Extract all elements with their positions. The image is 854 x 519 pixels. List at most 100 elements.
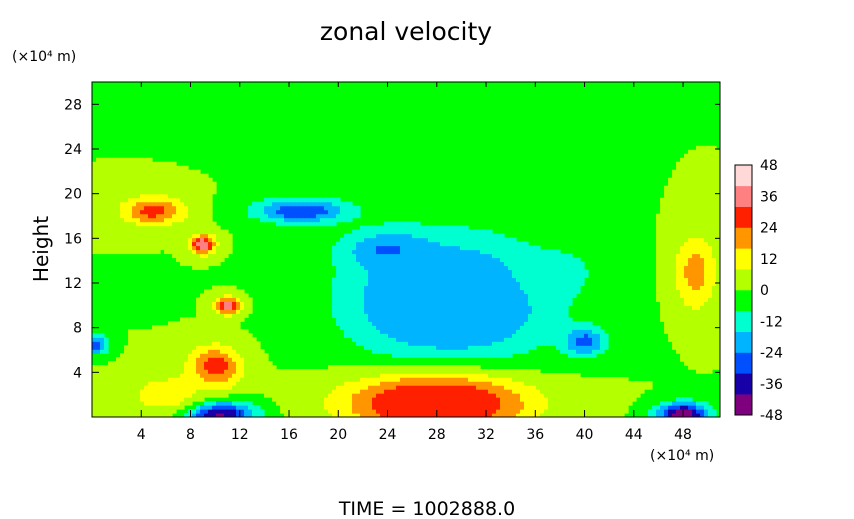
heatmap-cell (172, 249, 177, 255)
heatmap-cell (412, 377, 417, 382)
heatmap-cell (412, 317, 417, 322)
heatmap-cell (208, 329, 213, 334)
heatmap-cell (220, 293, 225, 298)
heatmap-cell (160, 373, 165, 378)
heatmap-cell (484, 293, 489, 298)
heatmap-cell (600, 329, 605, 334)
heatmap-cell (92, 373, 97, 378)
heatmap-cell (428, 325, 433, 330)
heatmap-cell (448, 237, 453, 243)
heatmap-cell (196, 261, 201, 267)
heatmap-cell (556, 325, 561, 330)
heatmap-cell (680, 357, 685, 362)
heatmap-cell (404, 349, 409, 354)
heatmap-cell (452, 313, 457, 318)
heatmap-cell (504, 389, 509, 394)
heatmap-cell (332, 253, 337, 259)
heatmap-cell (196, 325, 201, 330)
heatmap-cell (336, 289, 341, 294)
heatmap-cell (288, 221, 293, 227)
heatmap-cell (508, 401, 513, 406)
heatmap-cell (308, 397, 313, 402)
heatmap-cell (584, 401, 589, 406)
heatmap-cell (448, 409, 453, 414)
heatmap-cell (384, 293, 389, 298)
heatmap-cell (388, 249, 393, 255)
heatmap-cell (228, 353, 233, 358)
heatmap-cell (484, 385, 489, 390)
heatmap-cell (516, 405, 521, 410)
heatmap-cell (232, 305, 237, 310)
heatmap-cell (332, 285, 337, 290)
heatmap-cell (560, 333, 565, 338)
heatmap-cell (400, 385, 405, 390)
heatmap-cell (404, 265, 409, 271)
heatmap-cell (576, 397, 581, 402)
heatmap-cell (712, 297, 717, 302)
heatmap-cell (488, 333, 493, 338)
heatmap-cell (428, 393, 433, 398)
heatmap-cell (568, 253, 573, 259)
heatmap-cell (456, 265, 461, 271)
heatmap-cell (692, 341, 697, 346)
heatmap-cell (128, 365, 133, 370)
heatmap-cell (448, 253, 453, 259)
heatmap-cell (660, 317, 665, 322)
heatmap-cell (588, 377, 593, 382)
heatmap-cell (364, 321, 369, 326)
heatmap-cell (236, 337, 241, 342)
heatmap-cell (524, 409, 529, 414)
heatmap-cell (200, 389, 205, 394)
heatmap-cell (492, 397, 497, 402)
heatmap-cell (584, 393, 589, 398)
heatmap-cell (484, 313, 489, 318)
heatmap-cell (508, 377, 513, 382)
heatmap-cell (228, 365, 233, 370)
heatmap-cell (348, 273, 353, 279)
heatmap-cell (684, 265, 689, 271)
heatmap-cell (368, 241, 373, 247)
heatmap-cell (260, 361, 265, 366)
heatmap-cell (308, 405, 313, 410)
heatmap-cell (428, 257, 433, 263)
heatmap-cell (448, 285, 453, 290)
heatmap-cell (560, 261, 565, 267)
heatmap-cell (348, 373, 353, 378)
heatmap-cell (472, 345, 477, 350)
heatmap-cell (532, 345, 537, 350)
heatmap-cell (472, 237, 477, 243)
heatmap-cell (160, 225, 165, 231)
heatmap-cell (516, 277, 521, 283)
heatmap-cell (288, 413, 293, 417)
heatmap-cell (680, 273, 685, 279)
heatmap-cell (152, 341, 157, 346)
heatmap-cell (420, 225, 425, 231)
heatmap-cell (468, 409, 473, 414)
heatmap-cell (528, 249, 533, 255)
heatmap-cell (156, 381, 161, 386)
heatmap-cell (612, 385, 617, 390)
heatmap-cell (112, 393, 117, 398)
heatmap-cell (440, 349, 445, 354)
heatmap-cell (344, 253, 349, 259)
heatmap-cell (300, 393, 305, 398)
heatmap-cell (476, 305, 481, 310)
heatmap-cell (392, 281, 397, 286)
heatmap-cell (120, 249, 125, 255)
heatmap-cell (336, 269, 341, 275)
heatmap-cell (664, 321, 669, 326)
heatmap-cell (340, 317, 345, 322)
heatmap-cell (700, 257, 705, 263)
heatmap-cell (516, 325, 521, 330)
heatmap-cell (488, 249, 493, 255)
heatmap-cell (480, 265, 485, 271)
heatmap-cell (560, 317, 565, 322)
heatmap-cell (504, 325, 509, 330)
heatmap-cell (660, 301, 665, 306)
heatmap-cell (244, 333, 249, 338)
heatmap-cell (200, 329, 205, 334)
heatmap-cell (296, 221, 301, 227)
heatmap-cell (108, 401, 113, 406)
heatmap-cell (456, 369, 461, 374)
heatmap-cell (508, 313, 513, 318)
